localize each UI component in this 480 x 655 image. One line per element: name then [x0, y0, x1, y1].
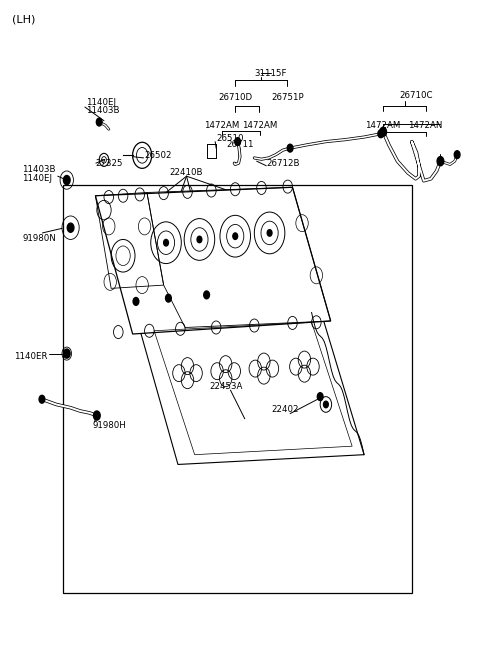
Text: 91980H: 91980H — [92, 421, 126, 430]
Text: 22402: 22402 — [272, 405, 299, 413]
Text: 1472AM: 1472AM — [365, 121, 401, 130]
Circle shape — [235, 138, 240, 145]
Circle shape — [63, 176, 70, 185]
Text: 1140EJ: 1140EJ — [23, 174, 52, 183]
Circle shape — [454, 151, 460, 159]
Circle shape — [437, 157, 444, 166]
Text: 26751P: 26751P — [271, 94, 304, 102]
Text: 11403B: 11403B — [86, 107, 120, 115]
Text: 31115F: 31115F — [255, 69, 287, 78]
Circle shape — [39, 396, 45, 403]
Text: 1472AN: 1472AN — [408, 121, 443, 130]
Text: 26711: 26711 — [226, 140, 254, 149]
Text: 26710C: 26710C — [400, 92, 433, 100]
Text: 27325: 27325 — [96, 159, 123, 168]
Text: 26712B: 26712B — [266, 159, 300, 168]
Text: 26510: 26510 — [216, 134, 244, 143]
Circle shape — [378, 130, 384, 138]
Circle shape — [166, 294, 171, 302]
Text: 1140EJ: 1140EJ — [86, 98, 116, 107]
Circle shape — [94, 411, 100, 420]
Circle shape — [317, 393, 323, 401]
Text: 1472AM: 1472AM — [204, 121, 240, 130]
Circle shape — [164, 240, 168, 246]
Circle shape — [96, 118, 102, 126]
Circle shape — [67, 223, 74, 233]
Bar — [63, 185, 412, 593]
Circle shape — [324, 402, 328, 407]
Circle shape — [380, 127, 386, 136]
Circle shape — [204, 291, 209, 299]
Text: 91980N: 91980N — [23, 234, 56, 243]
Text: 11403B: 11403B — [23, 165, 56, 174]
Text: 1140ER: 1140ER — [14, 352, 48, 362]
Circle shape — [233, 233, 238, 240]
Circle shape — [197, 236, 202, 243]
Text: 22453A: 22453A — [209, 382, 242, 390]
Circle shape — [267, 230, 272, 236]
Text: 22410B: 22410B — [170, 168, 204, 177]
Circle shape — [133, 297, 139, 305]
Text: 1472AM: 1472AM — [242, 121, 277, 130]
Text: 26502: 26502 — [144, 151, 172, 160]
Polygon shape — [96, 187, 331, 334]
Text: (LH): (LH) — [12, 14, 35, 24]
Text: 26710D: 26710D — [218, 94, 252, 102]
Polygon shape — [137, 312, 364, 464]
Circle shape — [63, 349, 70, 358]
Circle shape — [287, 144, 293, 152]
